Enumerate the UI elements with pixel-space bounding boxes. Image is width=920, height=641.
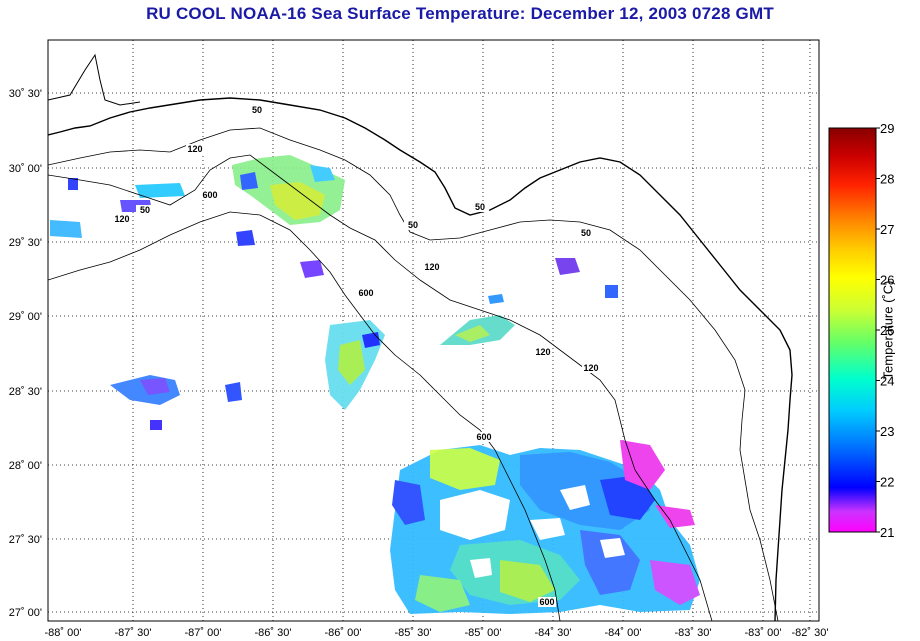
- isobath-label-bg: [248, 105, 266, 115]
- longitude-tick-label: -87˚ 00': [185, 627, 222, 639]
- latitude-tick-label: 27˚ 30': [9, 534, 42, 546]
- isobath-label: 600: [202, 190, 217, 200]
- isobath-label-bg: [186, 144, 204, 154]
- colorbar-tick-label: 23: [880, 424, 894, 439]
- longitude-tick-label: -82˚ 30': [792, 627, 829, 639]
- latitude-tick-label: 30˚ 30': [9, 88, 42, 100]
- isobath-label: 600: [358, 288, 373, 298]
- isobath-label-bg: [136, 205, 154, 215]
- sst-data-patches: [50, 155, 700, 614]
- latitude-tick-label: 30˚ 00': [9, 163, 42, 175]
- latitude-tick-label: 28˚ 30': [9, 386, 42, 398]
- isobath-label: 50: [581, 228, 591, 238]
- latitude-tick-label: 29˚ 00': [9, 311, 42, 323]
- coastline: [48, 53, 793, 621]
- isobath-label-bg: [404, 220, 422, 230]
- isobath-label: 50: [475, 202, 485, 212]
- colorbar-tick-label: 29: [880, 121, 894, 136]
- isobath-label-bg: [201, 190, 219, 200]
- isobath-label: 600: [539, 597, 554, 607]
- isobath-600: [48, 211, 561, 621]
- sst-patch-east: [555, 258, 618, 298]
- isobath-label: 120: [114, 214, 129, 224]
- isobath-label: 120: [535, 347, 550, 357]
- colorbar-tick-label: 22: [880, 475, 894, 490]
- latitude-tick-label: 29˚ 30': [9, 237, 42, 249]
- colorbar-title: Temperature (˚C): [880, 280, 896, 380]
- colorbar-tick-label: 25: [880, 323, 894, 338]
- isobath-label-bg: [113, 214, 131, 224]
- isobaths: [48, 127, 779, 621]
- isobath-120: [48, 154, 713, 621]
- isobath-label: 600: [476, 432, 491, 442]
- isobath-label: 120: [583, 363, 598, 373]
- longitude-tick-label: -85˚ 00': [465, 627, 502, 639]
- sst-patch-north: [232, 155, 345, 278]
- isobath-label: 120: [424, 262, 439, 272]
- sst-patch-south: [390, 440, 700, 614]
- longitude-tick-label: -83˚ 30': [675, 627, 712, 639]
- isobath-label: 50: [252, 105, 262, 115]
- isobath-label-bg: [534, 347, 552, 357]
- colorbar-ticks: 29 28 27 26 25 24 23 22 21: [876, 121, 894, 540]
- map-title: RU COOL NOAA-16 Sea Surface Temperature:…: [146, 4, 774, 23]
- isobath-label-bg: [475, 432, 493, 442]
- longitude-labels: -88˚ 00' -87˚ 30' -87˚ 00' -86˚ 30' -86˚ 00'…: [45, 627, 829, 639]
- longitude-tick-label: -84˚ 00': [605, 627, 642, 639]
- colorbar-tick-label: 26: [880, 273, 894, 288]
- isobath-label-bg: [471, 202, 489, 212]
- colorbar-tick-label: 24: [880, 374, 894, 389]
- isobath-label-bg: [423, 262, 441, 272]
- colorbar-tick-label: 27: [880, 222, 894, 237]
- longitude-tick-label: -86˚ 00': [325, 627, 362, 639]
- colorbar-bar: [828, 127, 877, 533]
- isobath-labels: 50 50 50 50 50 120 120 120 120 120 600 600 600 600: [113, 105, 600, 607]
- colorbar-tick-label: 28: [880, 172, 894, 187]
- isobath-label: 50: [140, 205, 150, 215]
- isobath-label-bg: [538, 597, 556, 607]
- isobath-label: 50: [408, 220, 418, 230]
- latitude-tick-label: 28˚ 00': [9, 460, 42, 472]
- isobath-label-bg: [357, 288, 375, 298]
- isobath-label: 120: [187, 144, 202, 154]
- longitude-tick-label: -84˚ 30': [535, 627, 572, 639]
- latitude-tick-label: 27˚ 00': [9, 607, 42, 619]
- colorbar: 29 28 27 26 25 24 23 22 21: [828, 121, 894, 540]
- longitude-tick-label: -83˚ 00': [745, 627, 782, 639]
- latitude-labels: 30˚ 30' 30˚ 00' 29˚ 30' 29˚ 00' 28˚ 30' 28˚ 0…: [9, 88, 42, 619]
- longitude-tick-label: -87˚ 30': [115, 627, 152, 639]
- sst-patch-offshore: [440, 294, 515, 345]
- longitude-tick-label: -85˚ 30': [395, 627, 432, 639]
- colorbar-tick-label: 21: [880, 525, 894, 540]
- longitude-tick-label: -86˚ 30': [255, 627, 292, 639]
- sst-patch-west: [110, 375, 242, 430]
- longitude-tick-label: -88˚ 00': [45, 627, 82, 639]
- isobath-label-bg: [582, 363, 600, 373]
- isobath-label-bg: [577, 228, 595, 238]
- isobath-50: [48, 127, 779, 621]
